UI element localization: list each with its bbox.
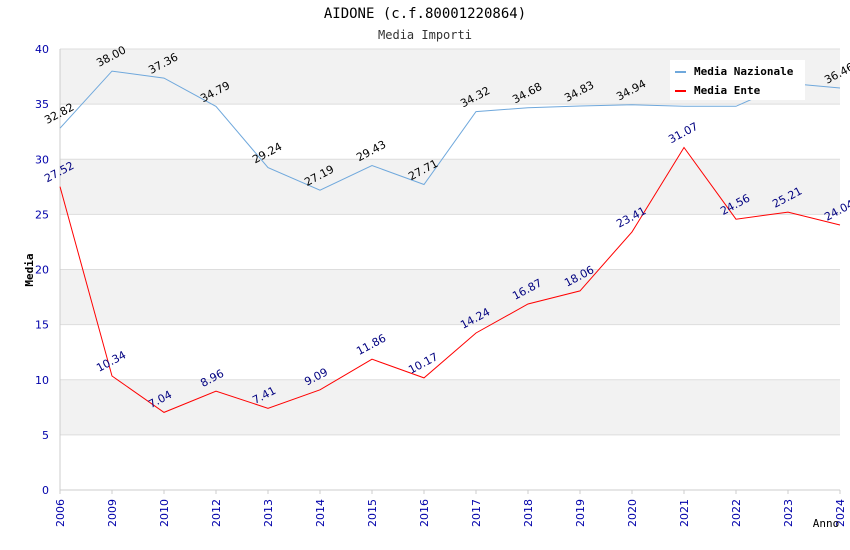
x-tick-label: 2012: [210, 499, 223, 527]
y-tick-label: 10: [35, 374, 49, 387]
y-axis-ticks: 0 5 10 15 20 25 30 35 40: [35, 43, 49, 497]
x-tick-label: 2014: [314, 499, 327, 527]
x-tick-label: 2018: [522, 499, 535, 527]
plot-bands: [60, 49, 840, 490]
plot-band: [60, 159, 840, 215]
x-tick-label: 2024: [834, 499, 847, 527]
x-tick-label: 2019: [574, 499, 587, 527]
chart-subtitle: Media Importi: [378, 28, 472, 42]
series-line-media-ente: [59, 146, 841, 413]
legend-label-media-nazionale: Media Nazionale: [694, 65, 794, 78]
y-tick-label: 25: [35, 208, 49, 221]
plot-grid: [59, 48, 840, 491]
plot-band: [60, 379, 840, 435]
x-tick-label: 2009: [106, 499, 119, 527]
x-tick-label: 2023: [782, 499, 795, 527]
y-tick-label: 35: [35, 98, 49, 111]
x-tick-label: 2006: [54, 499, 67, 527]
x-tick-label: 2022: [730, 499, 743, 527]
legend: Media Nazionale Media Ente: [670, 60, 805, 100]
legend-label-media-ente: Media Ente: [694, 84, 761, 97]
y-tick-label: 20: [35, 264, 49, 277]
x-tick-label: 2015: [366, 499, 379, 527]
x-tick-label: 2017: [470, 499, 483, 527]
x-tick-label: 2010: [158, 499, 171, 527]
series-lines: [59, 70, 841, 413]
series-line-media-nazionale: [59, 70, 841, 191]
plot-band: [60, 434, 840, 490]
chart-title: AIDONE (c.f.80001220864): [324, 6, 526, 22]
y-axis-label: Media: [23, 253, 36, 286]
y-tick-label: 30: [35, 153, 49, 166]
x-tick-label: 2016: [418, 499, 431, 527]
legend-box: [670, 60, 805, 100]
y-tick-label: 15: [35, 319, 49, 332]
x-axis-ticks: 2006 2009 2010 2012 2013 2014 2015 2016 2017 2018…: [54, 490, 847, 527]
plot-band: [60, 269, 840, 325]
plot-band: [60, 104, 840, 160]
y-tick-label: 40: [35, 43, 49, 56]
x-tick-label: 2021: [678, 499, 691, 527]
y-tick-label: 0: [42, 484, 49, 497]
x-tick-label: 2013: [262, 499, 275, 527]
y-tick-label: 5: [42, 429, 49, 442]
plot-band: [60, 214, 840, 270]
plot-band: [60, 324, 840, 380]
x-axis-label: Anno: [813, 517, 840, 530]
x-tick-label: 2020: [626, 499, 639, 527]
